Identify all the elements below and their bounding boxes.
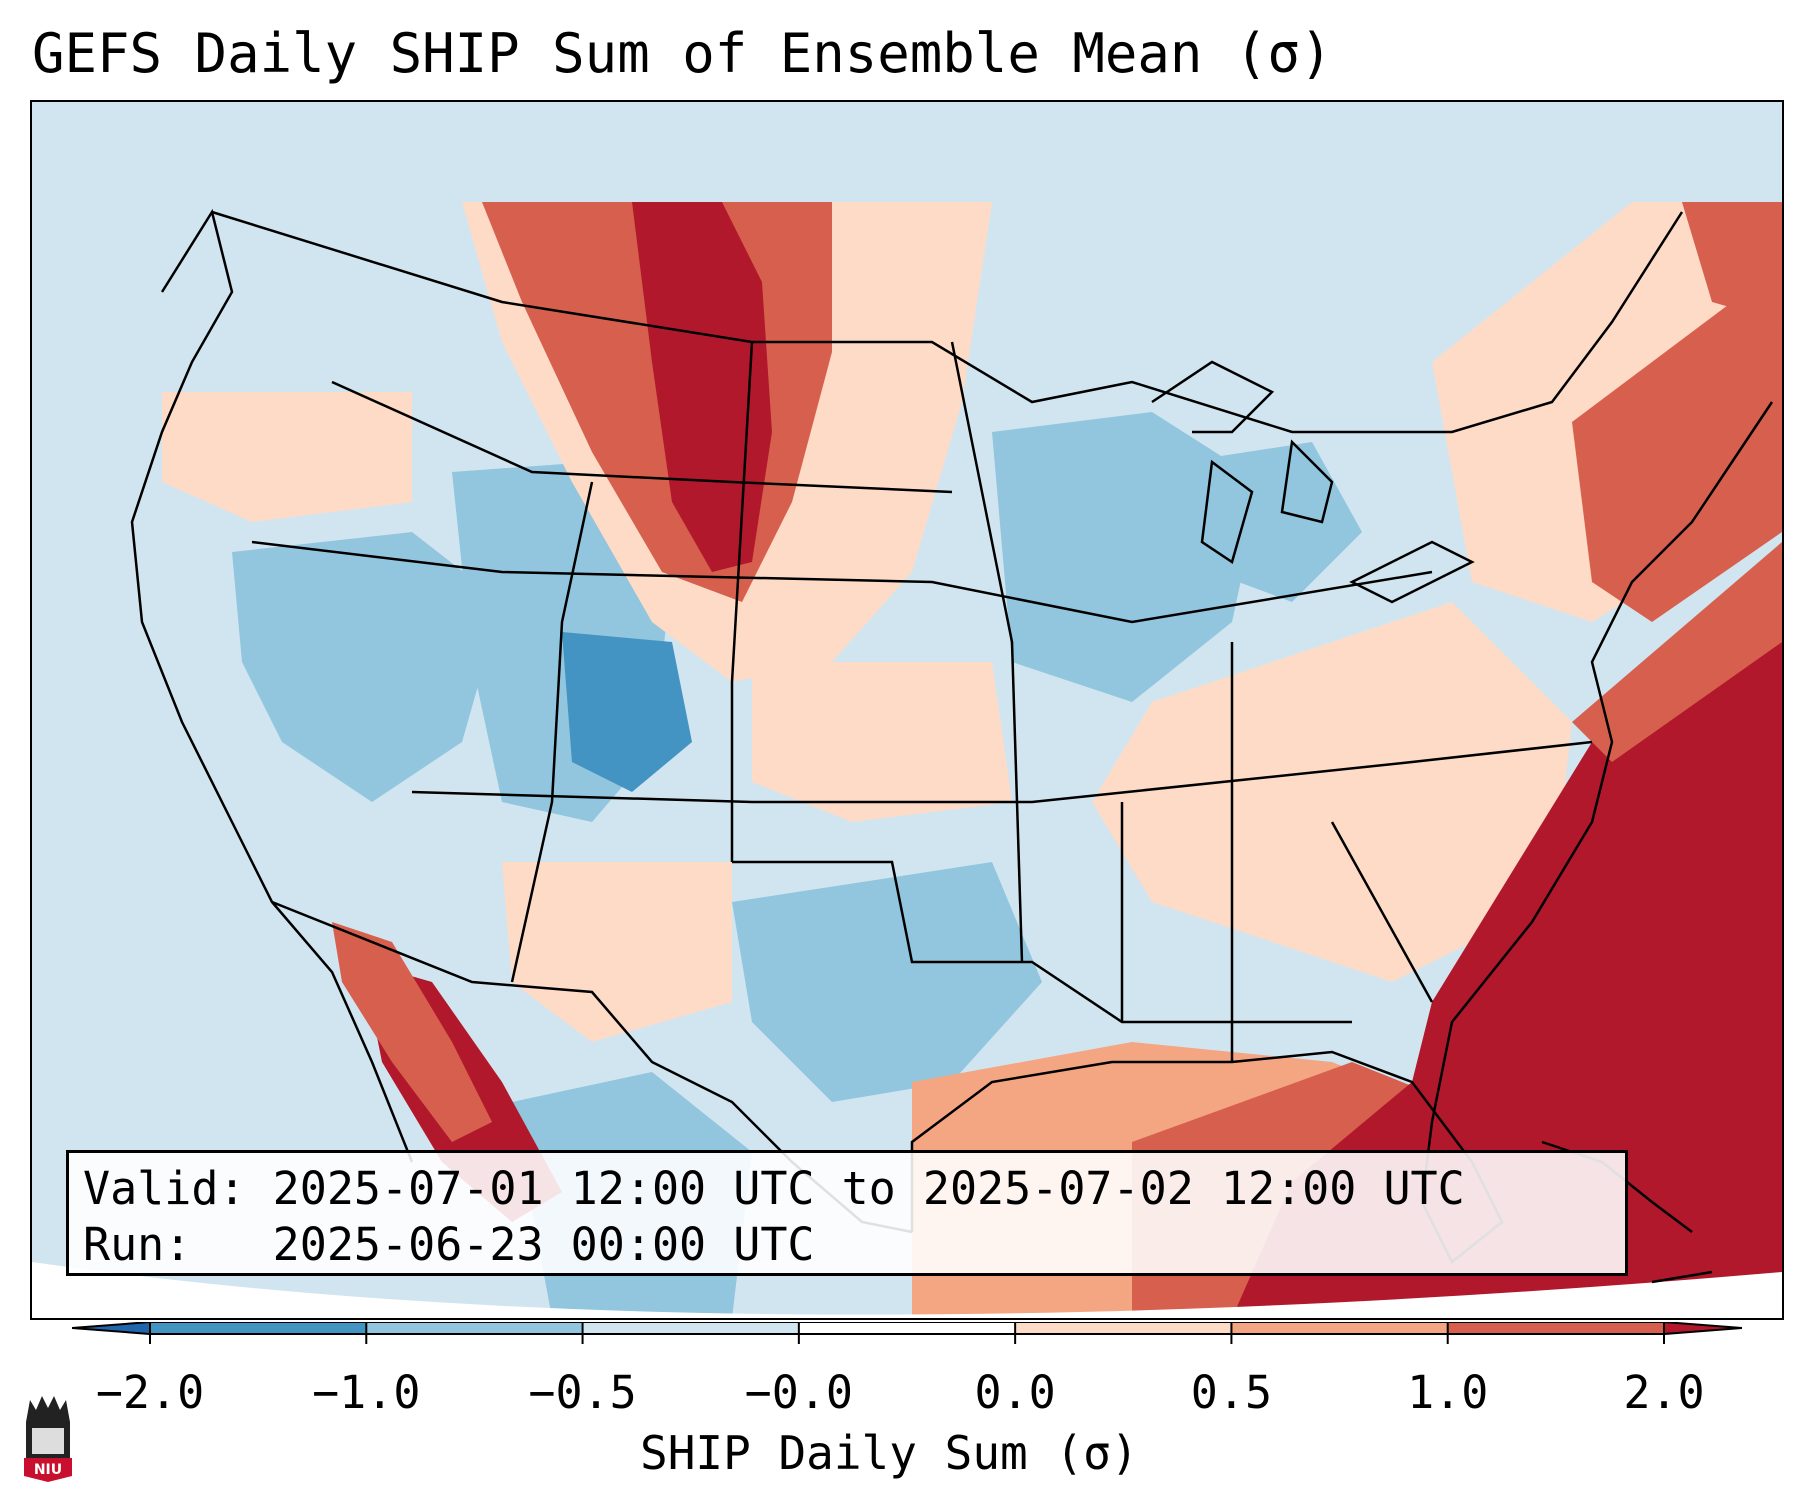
valid-value: 2025-07-01 12:00 UTC to 2025-07-02 12:00…: [272, 1162, 1465, 1215]
colorbar-segment: [1015, 1322, 1232, 1334]
state-lines-3: [331, 380, 953, 494]
colorbar-segments: [72, 1322, 1742, 1336]
anomaly-field: [162, 202, 1782, 1318]
atlantic-coastline: [1430, 401, 1774, 1123]
region-atlantic-fringe: [1572, 542, 1782, 762]
state-lines-1: [251, 540, 1433, 624]
colorbar-segment: [150, 1322, 367, 1334]
colorbar-extend-low: [72, 1322, 151, 1336]
state-lines-7: [732, 860, 1352, 1024]
region-southwest-positive: [502, 862, 732, 1042]
map-panel[interactable]: [30, 100, 1784, 1320]
run-value: 2025-06-23 00:00 UTC: [272, 1218, 815, 1271]
colorbar-segment: [366, 1322, 584, 1334]
state-lines-6: [950, 341, 1024, 963]
colorbar-tick-label: −0.5: [528, 1366, 637, 1419]
pacific-coastline: [130, 208, 414, 1163]
colorbar-segment: [582, 1322, 800, 1334]
state-lines-2: [411, 740, 1593, 804]
run-label: Run:: [83, 1218, 192, 1271]
region-ohio-valley-positive: [1092, 602, 1572, 982]
colorbar: [72, 1322, 1742, 1344]
colorbar-segment: [1447, 1322, 1665, 1334]
logo-text: NIU: [34, 1462, 62, 1478]
valid-label: Valid:: [83, 1162, 246, 1215]
projection-edge: [32, 1262, 1782, 1318]
colorbar-tick-label: −2.0: [95, 1366, 205, 1419]
political-boundaries: [130, 208, 1774, 1284]
colorbar-tick-label: −1.0: [312, 1366, 421, 1419]
region-texas-negative: [732, 862, 1042, 1102]
state-lines-5: [730, 341, 754, 862]
us-canada-border: [211, 210, 1684, 434]
region-southeast-atlantic-strong: [1232, 622, 1782, 1318]
region-great-basin-negative: [232, 532, 502, 802]
colorbar-tick-label: 2.0: [1623, 1366, 1705, 1419]
great-lakes: [1151, 360, 1475, 604]
colorbar-segment: [798, 1322, 1016, 1334]
colorbar-tick-label: 0.5: [1190, 1366, 1273, 1419]
colorbar-tick-label: 0.0: [974, 1366, 1056, 1419]
colorbar-tick-label: 1.0: [1407, 1366, 1489, 1419]
chart-title: GEFS Daily SHIP Sum of Ensemble Mean (σ): [32, 22, 1333, 85]
region-baja-mod: [332, 922, 492, 1142]
colorbar-tick-label: −0.0: [744, 1366, 854, 1419]
region-oregon-positive: [162, 392, 412, 522]
validity-info-box: Valid: 2025-07-01 12:00 UTC to 2025-07-0…: [66, 1150, 1628, 1276]
colorbar-ticks: [149, 1322, 1665, 1344]
state-lines-4: [510, 481, 594, 983]
colorbar-segment: [1231, 1322, 1449, 1334]
niu-logo-icon: NIU: [24, 1396, 72, 1482]
region-great-lakes-negative: [1182, 442, 1362, 602]
region-northern-plains-strong-positive: [632, 202, 772, 572]
state-lines-8: [1120, 642, 1434, 1062]
region-quebec-positive: [1682, 202, 1782, 322]
colorbar-title: SHIP Daily Sum (σ): [640, 1426, 1139, 1480]
region-kansas-positive: [752, 662, 1012, 822]
region-northeast-coast-mod: [1572, 302, 1782, 622]
colorbar-extend-high: [1663, 1322, 1742, 1336]
region-central-rockies-negative: [562, 632, 692, 792]
